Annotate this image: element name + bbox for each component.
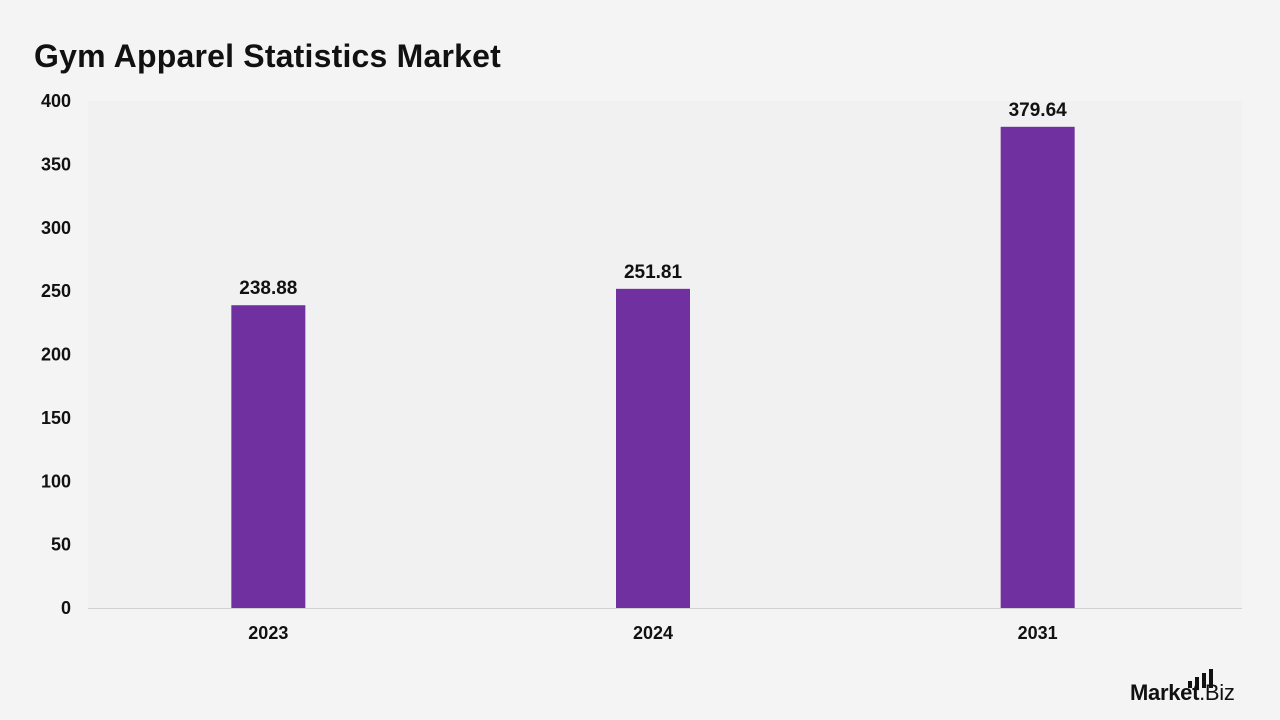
bar-2024 <box>616 288 690 608</box>
bar-2031 <box>1000 126 1075 608</box>
logo-bars-icon <box>1188 668 1228 688</box>
y-tick-label: 350 <box>41 154 71 174</box>
bar-2023 <box>231 305 306 608</box>
y-tick-label: 250 <box>41 281 71 301</box>
y-tick-label: 400 <box>41 91 71 111</box>
chart-title: Gym Apparel Statistics Market <box>34 38 502 74</box>
x-tick-label-2023: 2023 <box>248 623 288 643</box>
y-axis: 0 50 100 150 200 250 300 350 400 <box>41 91 71 618</box>
y-tick-label: 300 <box>41 218 71 238</box>
y-tick-label: 0 <box>61 598 71 618</box>
logo-text-suffix: .Biz <box>1199 680 1235 705</box>
y-tick-label: 150 <box>41 408 71 428</box>
x-tick-label-2031: 2031 <box>1018 623 1058 643</box>
marketbiz-logo: Market.Biz <box>1130 668 1270 708</box>
data-label-2024: 251.81 <box>624 262 683 283</box>
y-tick-label: 50 <box>51 535 71 555</box>
x-tick-label-2024: 2024 <box>633 623 673 643</box>
data-label-2031: 379.64 <box>1009 100 1068 121</box>
x-axis: 2023 2024 2031 <box>248 623 1057 643</box>
bars-group: 238.88 251.81 379.64 <box>231 100 1075 608</box>
y-tick-label: 100 <box>41 471 71 491</box>
logo-text: Market.Biz <box>1130 680 1235 706</box>
y-tick-label: 200 <box>41 345 71 365</box>
logo-text-main: Market <box>1130 680 1200 705</box>
data-label-2023: 238.88 <box>239 278 297 299</box>
